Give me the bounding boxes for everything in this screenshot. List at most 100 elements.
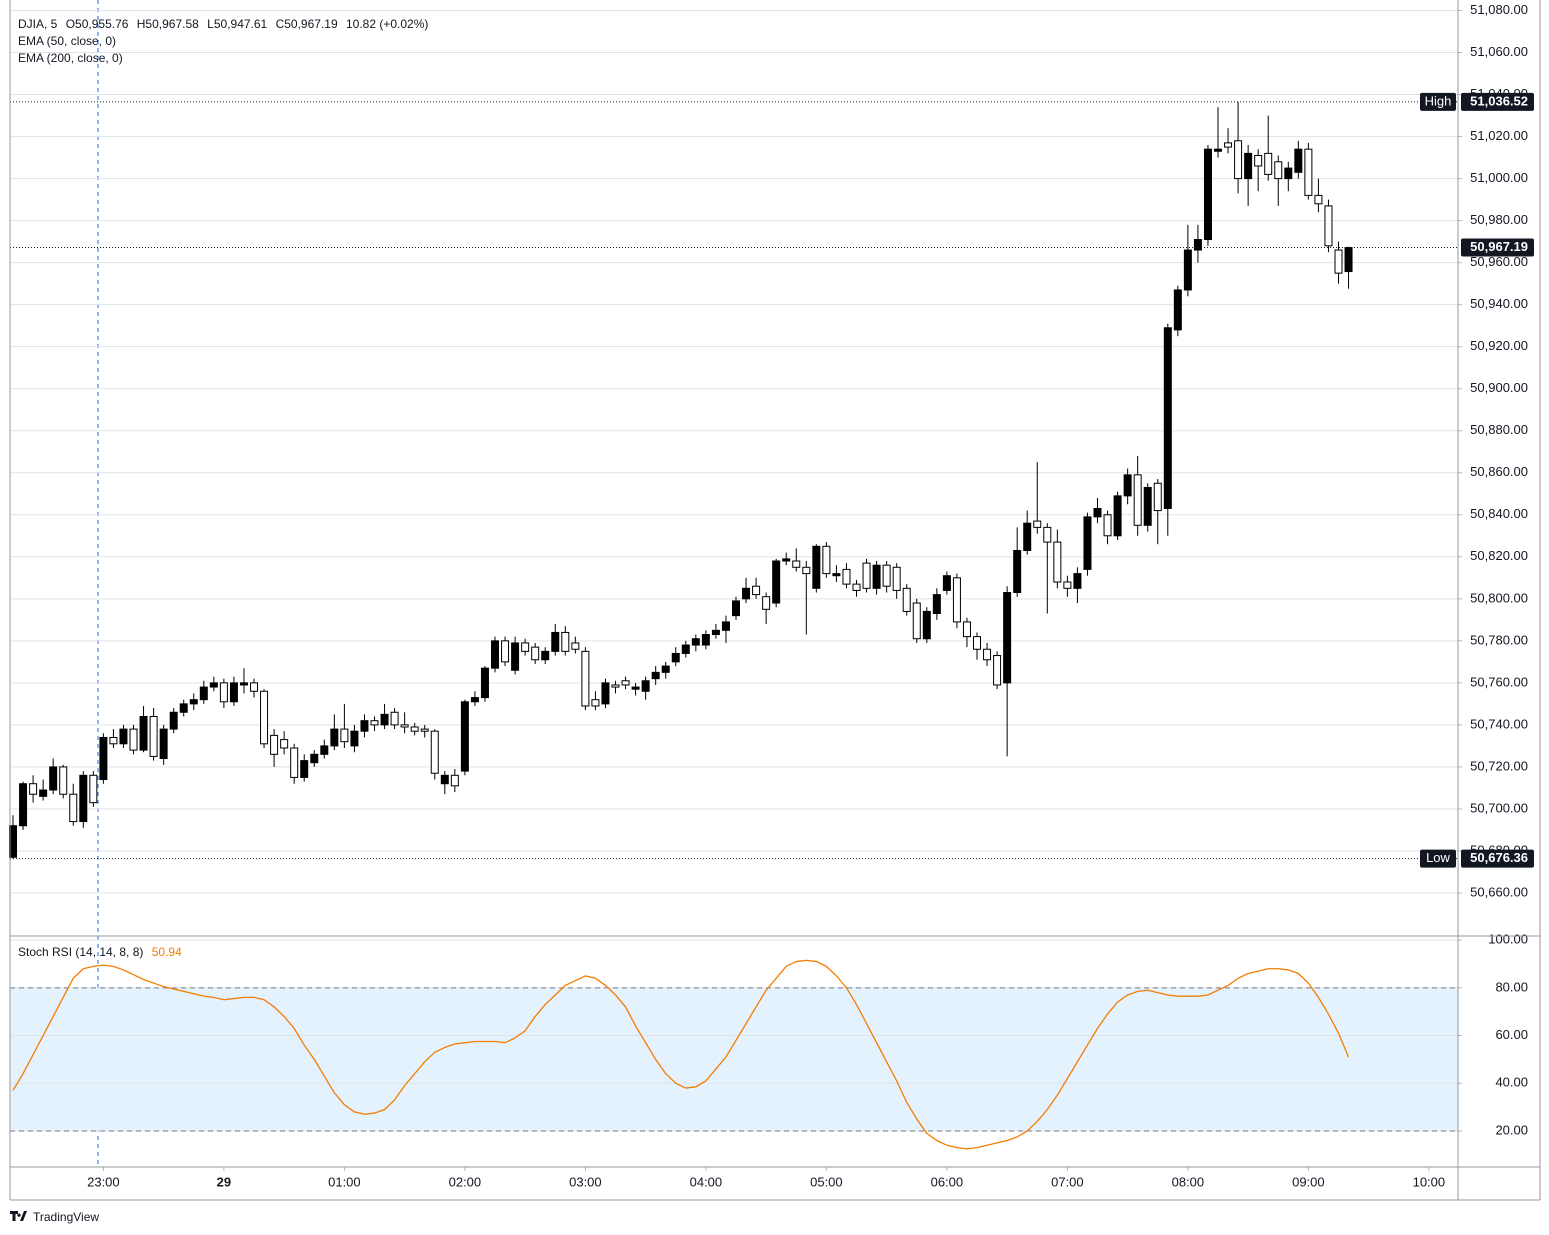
candle-body <box>1254 154 1263 167</box>
candle-body <box>993 655 1002 686</box>
candle-body <box>139 715 148 751</box>
candle-body <box>209 682 218 688</box>
marker-price-tag <box>1461 92 1534 111</box>
marker-price-tag <box>1461 849 1534 868</box>
candle-body <box>9 825 18 858</box>
candle-body <box>561 631 570 652</box>
candle-body <box>892 566 901 591</box>
candle-body <box>1193 239 1202 251</box>
candle-body <box>922 610 931 640</box>
candle-body <box>511 642 520 671</box>
candle-body <box>1304 148 1313 196</box>
candle-body <box>531 646 540 661</box>
change: 10.82 (+0.02%) <box>345 17 429 31</box>
candle-body <box>1244 152 1253 180</box>
x-tick-label: 10:00 <box>1413 1174 1446 1189</box>
candle-body <box>902 587 911 612</box>
candle-body <box>1093 507 1102 518</box>
y-tick-label: 50,720.00 <box>1470 758 1528 773</box>
marker-tag <box>1420 92 1456 111</box>
candle-body <box>129 728 138 751</box>
y-tick-label: 50,960.00 <box>1470 254 1528 269</box>
candle-body <box>1003 592 1012 684</box>
candle-body <box>159 728 168 760</box>
y-tick-label: 50,800.00 <box>1470 590 1528 605</box>
candle-body <box>521 642 530 652</box>
candle-body <box>832 573 841 577</box>
candle-body <box>711 629 720 636</box>
candle-body <box>671 652 680 663</box>
brand: TradingView <box>33 1210 99 1224</box>
candle-body <box>370 720 379 726</box>
candle-body <box>1103 514 1112 537</box>
candle-body <box>280 739 289 749</box>
candle-body <box>1284 167 1293 180</box>
candle-body <box>571 642 580 650</box>
x-tick-label: 02:00 <box>449 1174 482 1189</box>
candle-body <box>812 545 821 589</box>
x-tick-label: 07:00 <box>1051 1174 1084 1189</box>
candle-body <box>721 621 730 631</box>
candle-body <box>1334 249 1343 274</box>
candle-body <box>400 724 409 728</box>
candle-body <box>390 711 399 726</box>
candle-body <box>641 680 650 692</box>
marker-price: 51,036.52 <box>1470 93 1528 108</box>
marker-label: Low <box>1426 850 1450 865</box>
candle-body <box>962 621 971 638</box>
candle-body <box>460 701 469 772</box>
y-tick-label: 50,780.00 <box>1470 632 1528 647</box>
candle-body <box>300 760 309 778</box>
candle-body <box>420 728 429 732</box>
indicator: EMA (50, close, 0) <box>18 34 117 48</box>
high: H50,967.58 <box>136 17 199 31</box>
candle-body <box>973 636 982 650</box>
candle-body <box>491 640 500 669</box>
candle-body <box>1183 249 1192 291</box>
candle-body <box>882 564 891 587</box>
y-tick-label: 51,020.00 <box>1470 128 1528 143</box>
candle-body <box>440 774 449 785</box>
candle-body <box>501 640 510 663</box>
y-tick-label: 50,660.00 <box>1470 884 1528 899</box>
candle-body <box>872 564 881 589</box>
y-tick-label: 50,940.00 <box>1470 296 1528 311</box>
candle-body <box>109 736 118 745</box>
candle-body <box>19 783 28 827</box>
x-tick-label: 09:00 <box>1292 1174 1325 1189</box>
candle-body <box>179 703 188 713</box>
candle-body <box>330 728 339 747</box>
low: L50,947.61 <box>207 17 268 31</box>
y-tick-label: 50,980.00 <box>1470 212 1528 227</box>
marker-price: 50,676.36 <box>1470 850 1528 865</box>
candle-body <box>29 783 38 795</box>
candle-body <box>430 730 439 774</box>
candle-body <box>932 594 941 615</box>
logo-icon <box>10 1211 27 1221</box>
candle-body <box>260 690 269 745</box>
candle-body <box>942 575 951 591</box>
candle-body <box>651 671 660 680</box>
y-tick-label: 50,920.00 <box>1470 338 1528 353</box>
candle-body <box>49 766 58 791</box>
candle-body <box>852 583 861 591</box>
legend-row: DJIA, 5 O50,955.76 H50,967.58 L50,947.61… <box>18 17 433 31</box>
y-tick-label: 50,900.00 <box>1470 380 1528 395</box>
candle-body <box>1294 148 1303 173</box>
last-price: 50,967.19 <box>1470 239 1528 254</box>
candle-body <box>1203 148 1212 241</box>
candle-body <box>772 560 781 604</box>
candle-body <box>1324 205 1333 247</box>
candle-body <box>621 680 630 686</box>
y-tick-label: 50,820.00 <box>1470 548 1528 563</box>
candle-body <box>1013 549 1022 594</box>
y-tick-label: 50,700.00 <box>1470 800 1528 815</box>
marker-tag <box>1420 849 1456 868</box>
candle-body <box>661 665 670 673</box>
candle-body <box>89 774 98 804</box>
candle-body <box>1123 474 1132 497</box>
candle-body <box>1113 495 1122 537</box>
candle-body <box>59 766 68 795</box>
candle-body <box>1083 516 1092 570</box>
candle-body <box>79 774 88 823</box>
